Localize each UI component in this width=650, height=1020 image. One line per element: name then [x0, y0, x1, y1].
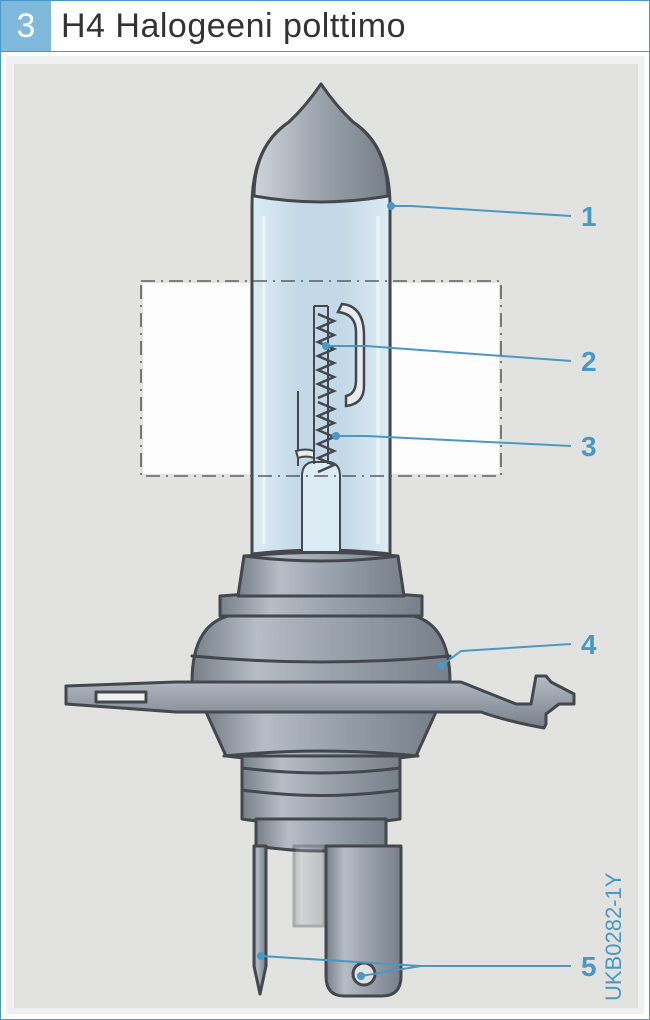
- figure-frame: 3 H4 Halogeeni polttimo 1 2 3 4 5UKB0282-1Y: [0, 0, 650, 1020]
- callout-label-3: 3: [581, 431, 597, 462]
- reference-code: UKB0282-1Y: [601, 872, 626, 1001]
- diagram-area: 1 2 3 4 5UKB0282-1Y: [6, 56, 644, 1014]
- callout-label-5: 5: [581, 951, 597, 982]
- callout-label-4: 4: [581, 629, 597, 660]
- figure-title: H4 Halogeeni polttimo: [61, 1, 649, 51]
- figure-number-badge: 3: [1, 1, 51, 51]
- callout-label-1: 1: [581, 201, 597, 232]
- figure-header: 3 H4 Halogeeni polttimo: [1, 1, 649, 52]
- callout-label-2: 2: [581, 346, 597, 377]
- bulb-illustration: 1 2 3 4 5UKB0282-1Y: [6, 56, 644, 1014]
